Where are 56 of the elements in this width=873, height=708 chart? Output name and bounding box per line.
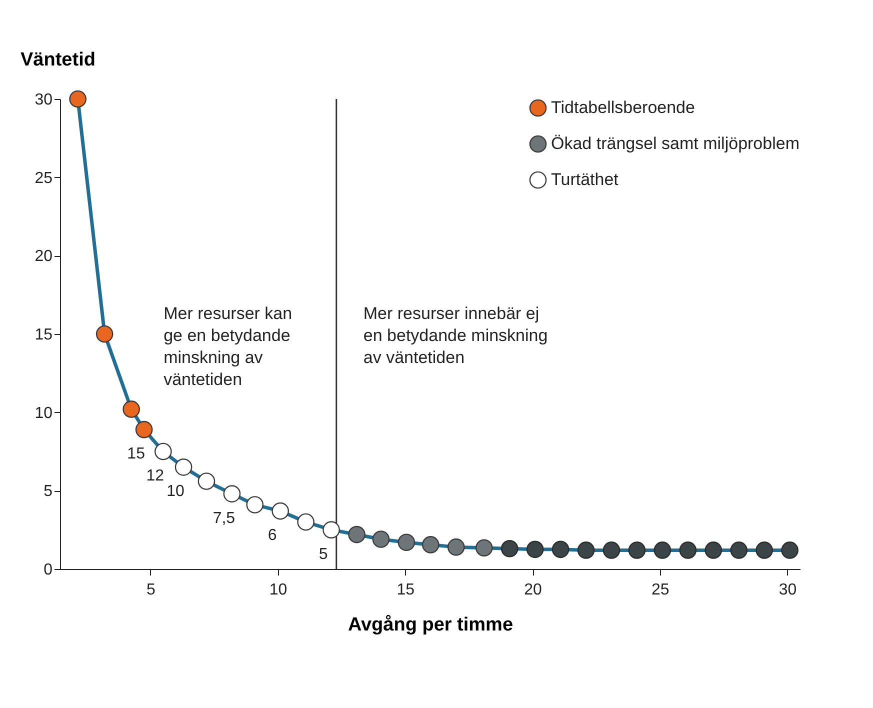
- y-tick-label: 20: [34, 248, 53, 266]
- point: [577, 542, 595, 559]
- point: [628, 542, 646, 559]
- annotation: Mer resurser innebär ej en betydande minskning av väntetiden: [363, 304, 548, 367]
- point: [272, 502, 290, 520]
- point: [756, 542, 773, 559]
- point: [730, 542, 748, 559]
- x-tick-label: 15: [396, 582, 415, 598]
- x-axis-title: Avgång per timme: [348, 614, 514, 636]
- point: [348, 526, 366, 544]
- point: [372, 530, 390, 548]
- y-tick-label: 0: [44, 562, 53, 578]
- annotation: Mer resurser kan ge en betydande minskning av väntetiden: [164, 304, 292, 389]
- point: [500, 540, 518, 558]
- annotation: 5: [318, 546, 328, 563]
- point: [526, 540, 544, 558]
- point: [654, 542, 672, 559]
- x-tick-label: 25: [652, 582, 670, 598]
- point: [679, 542, 697, 559]
- point: [122, 400, 140, 418]
- legend-label: Tidtabellsberoende: [551, 98, 695, 117]
- point: [475, 539, 493, 556]
- annotation: 10: [166, 483, 185, 500]
- y-tick-label: 10: [34, 404, 53, 422]
- point: [602, 542, 620, 559]
- y-tick-label: 30: [34, 92, 53, 108]
- x-tick-label: 30: [778, 582, 797, 598]
- point: [135, 420, 153, 438]
- point: [223, 485, 241, 502]
- point: [246, 496, 264, 514]
- legend-label: Turtäthet: [551, 170, 619, 189]
- point: [447, 538, 465, 556]
- point: [96, 325, 114, 343]
- x-tick-label: 5: [146, 582, 156, 598]
- point: [398, 534, 416, 552]
- point: [69, 90, 86, 108]
- point: [781, 542, 798, 559]
- annotation: 6: [268, 527, 277, 544]
- point: [154, 442, 172, 460]
- y-axis-title: Väntetid: [20, 50, 96, 70]
- point: [322, 521, 340, 538]
- y-tick-label: 5: [44, 483, 53, 500]
- point: [297, 513, 314, 531]
- y-tick-label: 15: [34, 326, 53, 344]
- x-tick-label: 20: [524, 582, 542, 598]
- legend-label: Ökad trängsel samt miljöproblem: [551, 134, 800, 153]
- point: [422, 536, 440, 554]
- point: [174, 458, 192, 476]
- point: [552, 540, 570, 558]
- x-tick-label: 10: [269, 582, 288, 598]
- y-tick-label: 25: [34, 170, 53, 187]
- annotation: 7,5: [212, 510, 236, 527]
- annotation: 15: [127, 446, 146, 463]
- point: [704, 542, 722, 559]
- annotation: 12: [146, 468, 164, 484]
- point: [198, 472, 216, 490]
